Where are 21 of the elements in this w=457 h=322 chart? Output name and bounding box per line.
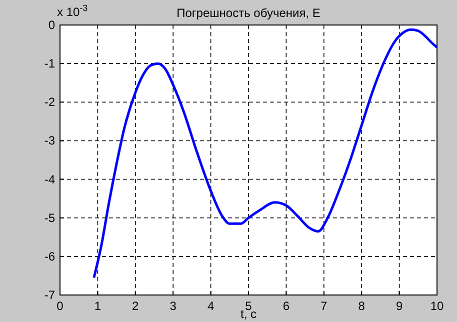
chart-title: Погрешность обучения, E bbox=[176, 6, 320, 20]
y-tick-label: 0 bbox=[48, 18, 56, 32]
x-tick-label: 1 bbox=[94, 299, 102, 313]
y-tick-label: -1 bbox=[44, 56, 56, 71]
line-series bbox=[92, 28, 438, 279]
y-tick-label: -3 bbox=[44, 134, 56, 148]
x-tick-label: 2 bbox=[132, 299, 140, 313]
x-tick-label: 0 bbox=[56, 299, 64, 313]
y-tick-label: -2 bbox=[44, 95, 56, 110]
text: x 10$^{-3}$ bbox=[57, 3, 88, 19]
x-tick-label: 4 bbox=[207, 299, 214, 313]
x-tick-label: 6 bbox=[282, 299, 290, 313]
y-tick-label: -4 bbox=[44, 172, 56, 186]
y-tick-label: -7 bbox=[44, 288, 56, 302]
y-tick-label: -5 bbox=[44, 210, 56, 225]
y-tick-label: -6 bbox=[44, 249, 56, 264]
x-tick-label: 8 bbox=[358, 299, 366, 313]
x-tick-label: 10 bbox=[430, 299, 444, 313]
x-tick-label: 7 bbox=[320, 299, 328, 313]
x-tick-label: 3 bbox=[170, 299, 177, 313]
x-tick-label: 9 bbox=[396, 299, 403, 313]
